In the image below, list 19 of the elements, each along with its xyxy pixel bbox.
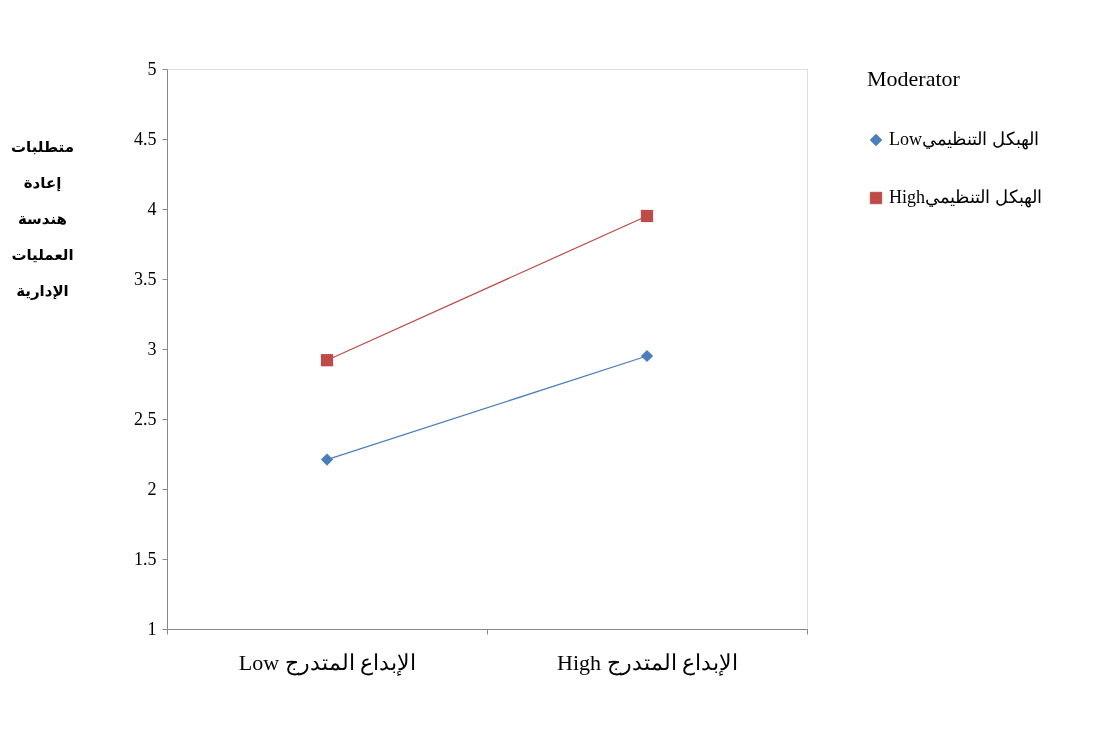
x-tick-label: Low الإبداع المتدرج — [238, 649, 417, 676]
x-tick-label: High الإبداع المتدرج — [557, 649, 738, 676]
point — [640, 349, 654, 363]
point — [320, 354, 334, 367]
text: متطلبات إعادة هندسة العمليات الإدارية — [11, 137, 74, 300]
y-tick-label: 1 — [147, 618, 157, 639]
y-tick-label: 1.5 — [134, 548, 157, 569]
y-tick-label: 4 — [147, 198, 157, 219]
legend-label: Lowالهبكل التنظيمي — [889, 129, 1039, 150]
y-tick-label: 2.5 — [134, 408, 157, 429]
y-tick-label: 3.5 — [134, 268, 157, 289]
legend-label: Highالهبكل التنظيمي — [889, 187, 1042, 208]
y-tick-label: 5 — [147, 58, 157, 79]
point — [640, 209, 654, 223]
y-tick-label: 4.5 — [134, 128, 157, 149]
y-tick-label: 2 — [147, 478, 157, 499]
point — [320, 453, 334, 466]
legend-title: Moderator — [867, 66, 961, 91]
y-tick-label: 3 — [147, 338, 157, 359]
